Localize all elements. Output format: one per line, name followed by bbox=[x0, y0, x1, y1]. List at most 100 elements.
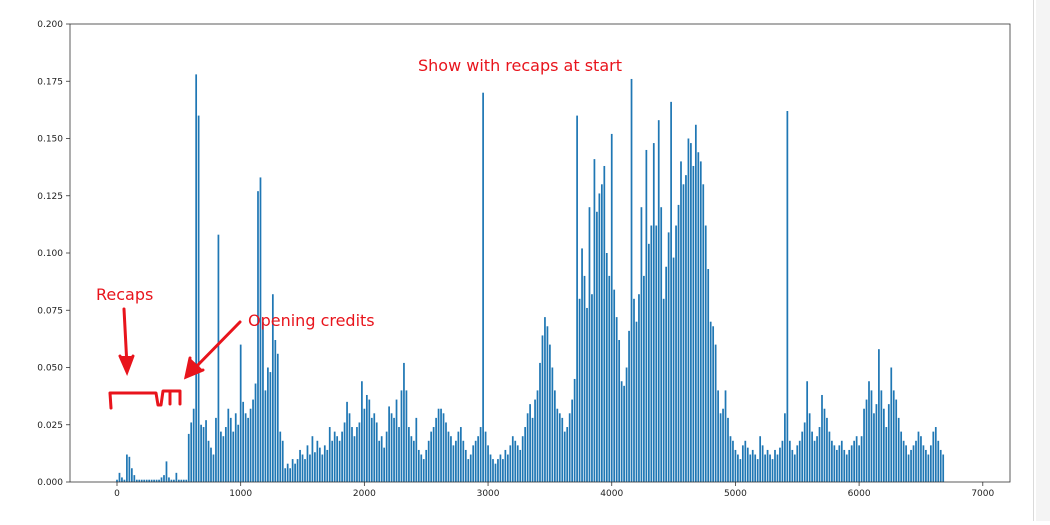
annotation-recaps: Recaps bbox=[96, 285, 153, 304]
bar bbox=[558, 413, 561, 482]
bar bbox=[165, 461, 168, 482]
bar bbox=[818, 427, 821, 482]
bar bbox=[897, 417, 900, 482]
bar bbox=[353, 436, 356, 482]
bar bbox=[301, 454, 304, 482]
bar bbox=[660, 207, 663, 482]
bar bbox=[628, 330, 630, 482]
bar bbox=[544, 317, 546, 482]
bar bbox=[227, 408, 230, 482]
bar bbox=[915, 440, 917, 482]
bar bbox=[675, 225, 677, 482]
bar bbox=[853, 440, 856, 482]
bar bbox=[892, 390, 895, 482]
bar bbox=[504, 449, 507, 482]
bar bbox=[306, 445, 309, 482]
scrollbar-track[interactable] bbox=[1036, 0, 1050, 521]
bar bbox=[539, 362, 541, 482]
bar bbox=[205, 420, 207, 482]
bar bbox=[338, 440, 341, 482]
bar bbox=[130, 468, 133, 482]
bar bbox=[863, 408, 865, 482]
bar bbox=[420, 454, 423, 482]
x-tick-label: 2000 bbox=[353, 489, 376, 499]
bar bbox=[182, 479, 185, 482]
bar bbox=[442, 413, 445, 482]
bar bbox=[363, 408, 366, 482]
bar bbox=[459, 427, 462, 482]
bar bbox=[722, 408, 724, 482]
bar bbox=[576, 115, 578, 482]
bar bbox=[385, 431, 388, 482]
bar bbox=[895, 399, 898, 482]
bars-group bbox=[116, 74, 945, 483]
bar bbox=[882, 408, 885, 482]
y-tick-label: 0.150 bbox=[37, 135, 63, 145]
bar bbox=[341, 431, 343, 482]
bar bbox=[314, 452, 316, 482]
bar bbox=[779, 447, 781, 482]
bar bbox=[425, 449, 428, 482]
bar bbox=[450, 436, 452, 482]
bar bbox=[388, 406, 390, 482]
bar bbox=[756, 459, 759, 482]
bar bbox=[242, 401, 245, 482]
bar bbox=[690, 143, 692, 482]
y-tick-label: 0.075 bbox=[37, 306, 63, 316]
bar bbox=[746, 447, 749, 482]
bar bbox=[365, 394, 368, 482]
bar bbox=[118, 472, 121, 482]
bar bbox=[737, 454, 739, 482]
bar bbox=[917, 431, 920, 482]
bar bbox=[521, 436, 524, 482]
gutter-divider bbox=[1033, 0, 1034, 521]
bar bbox=[135, 479, 138, 482]
bar bbox=[509, 445, 512, 482]
bar bbox=[212, 454, 215, 482]
bar bbox=[190, 422, 193, 482]
bar bbox=[845, 454, 848, 482]
bar bbox=[840, 440, 843, 482]
bar bbox=[865, 399, 868, 482]
bar bbox=[336, 436, 339, 482]
bar bbox=[506, 454, 509, 482]
bar bbox=[571, 399, 574, 482]
bar bbox=[838, 445, 841, 482]
annotation-opening-credits-arrow bbox=[183, 320, 242, 380]
bar bbox=[432, 427, 435, 482]
bar bbox=[514, 440, 517, 482]
bar bbox=[304, 459, 306, 482]
bar bbox=[497, 459, 499, 482]
bar bbox=[224, 427, 227, 482]
bar bbox=[494, 463, 497, 482]
bar bbox=[593, 159, 596, 483]
bar bbox=[801, 431, 804, 482]
bar bbox=[761, 445, 764, 482]
bar bbox=[123, 479, 126, 482]
bar bbox=[635, 321, 638, 482]
bar bbox=[734, 449, 737, 482]
bar bbox=[328, 427, 331, 482]
bar bbox=[887, 404, 890, 482]
bar bbox=[390, 413, 393, 482]
bar bbox=[719, 413, 722, 482]
bar bbox=[249, 408, 252, 482]
annotation-recaps-bracket bbox=[108, 389, 182, 410]
bar bbox=[665, 266, 668, 482]
bar bbox=[784, 413, 786, 482]
bar bbox=[927, 454, 930, 482]
bar bbox=[373, 413, 376, 482]
bar bbox=[605, 253, 608, 482]
y-tick-label: 0.100 bbox=[37, 249, 63, 259]
bar bbox=[318, 447, 321, 482]
bar bbox=[573, 378, 576, 482]
bar bbox=[536, 390, 539, 482]
bar bbox=[489, 454, 492, 482]
bar bbox=[207, 440, 210, 482]
x-tick-label: 5000 bbox=[724, 489, 747, 499]
y-tick-label: 0.000 bbox=[37, 478, 63, 488]
bar bbox=[195, 74, 198, 482]
bar bbox=[457, 431, 460, 482]
bar bbox=[487, 445, 489, 482]
bar bbox=[741, 445, 744, 482]
